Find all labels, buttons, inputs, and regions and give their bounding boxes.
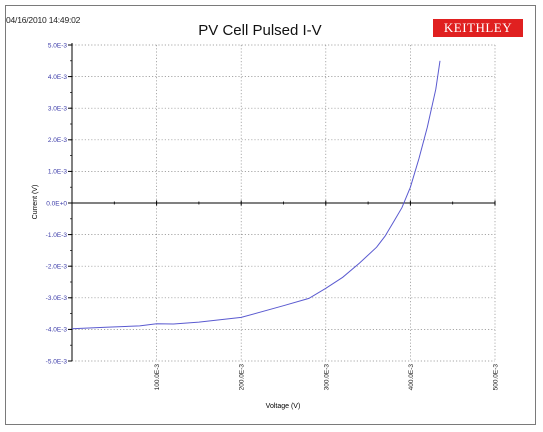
- x-tick-label: 400.0E-3: [408, 364, 415, 391]
- y-tick-label: -4.0E-3: [46, 327, 68, 334]
- chart-frame: [5, 5, 536, 425]
- y-tick-label: -1.0E-3: [46, 232, 68, 239]
- y-tick-label: -2.0E-3: [46, 264, 68, 271]
- axes: [68, 43, 496, 362]
- chart-title: PV Cell Pulsed I-V: [198, 22, 322, 39]
- x-tick-label: 300.0E-3: [323, 364, 330, 391]
- series: [71, 60, 441, 330]
- y-tick-label: 4.0E-3: [48, 74, 68, 81]
- y-axis-label: Current (V): [32, 185, 39, 220]
- x-tick-label: 100.0E-3: [154, 364, 161, 391]
- x-axis-label: Voltage (V): [266, 403, 301, 410]
- x-tick-label: 500.0E-3: [493, 364, 500, 391]
- x-tick-label: 200.0E-3: [239, 364, 246, 391]
- tick-labels: 5.0E-3 4.0E-3 3.0E-3 2.0E-3 1.0E-3 0.0E+0 -1.0…: [46, 42, 500, 390]
- y-tick-label: 1.0E-3: [48, 169, 68, 176]
- y-tick-label: 0.0E+0: [46, 200, 67, 207]
- y-tick-label: 2.0E-3: [48, 137, 68, 144]
- y-tick-label: 5.0E-3: [48, 42, 68, 49]
- y-tick-label: 3.0E-3: [48, 106, 68, 113]
- keithley-logo: KEITHLEY: [433, 19, 523, 37]
- iv-series-line: [71, 60, 441, 330]
- y-tick-label: -3.0E-3: [46, 295, 68, 302]
- timestamp: 04/16/2010 14:49:02: [6, 15, 81, 25]
- y-tick-label: -5.0E-3: [46, 358, 68, 365]
